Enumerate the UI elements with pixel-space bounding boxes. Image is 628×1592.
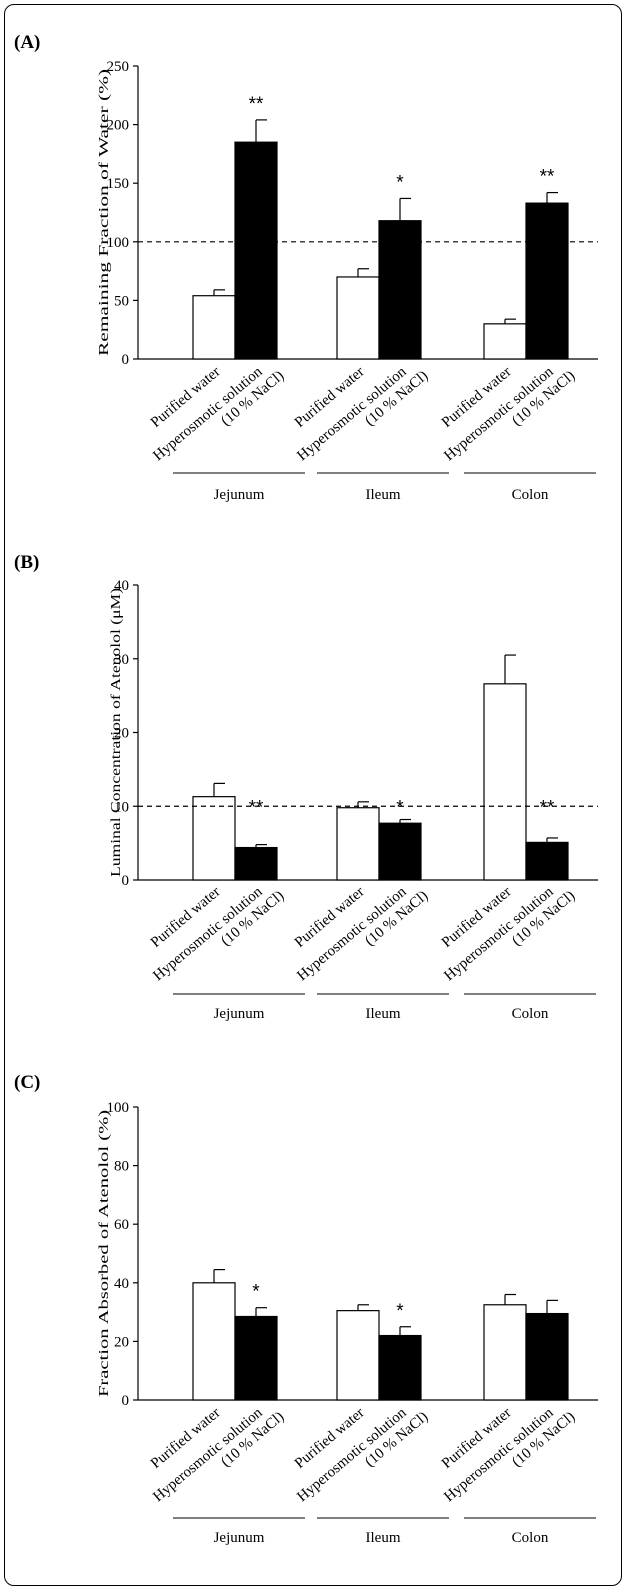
significance-marker: * xyxy=(396,1301,404,1322)
y-tick-label: 20 xyxy=(114,726,129,742)
x-tick-label: Purified water xyxy=(292,364,368,431)
bar xyxy=(234,846,278,881)
y-axis-title: Fraction Absorbed of Atenolol (%) xyxy=(97,1109,112,1397)
bar xyxy=(378,220,422,360)
panel-label: (C) xyxy=(14,1072,40,1093)
group-label: Jejunum xyxy=(214,1006,265,1022)
group-label: Jejunum xyxy=(214,487,265,503)
x-tick-label: Purified water xyxy=(439,364,515,431)
x-tick-label: Purified water xyxy=(148,884,224,951)
x-tick-label: Purified water xyxy=(439,1405,515,1472)
x-tick-label: Purified water xyxy=(292,884,368,951)
x-tick-label: Purified water xyxy=(148,1405,224,1472)
y-tick-label: 50 xyxy=(114,293,129,309)
y-tick-label: 250 xyxy=(107,59,130,75)
y-tick-label: 40 xyxy=(114,578,129,594)
y-axis-title: Luminal Concentration of Atenolol (μM) xyxy=(109,588,124,878)
panel-label: (A) xyxy=(14,32,40,53)
significance-marker: ** xyxy=(249,94,264,115)
bar xyxy=(525,841,569,881)
y-tick-label: 80 xyxy=(114,1159,129,1175)
bar xyxy=(336,807,380,881)
y-tick-label: 0 xyxy=(122,352,130,368)
y-tick-label: 0 xyxy=(122,873,130,889)
y-tick-label: 0 xyxy=(122,1393,130,1409)
y-tick-label: 10 xyxy=(114,799,129,815)
x-tick-label: Purified water xyxy=(439,884,515,951)
x-tick-label: Purified water xyxy=(292,1405,368,1472)
bar xyxy=(378,822,422,881)
significance-marker: * xyxy=(396,172,404,193)
bar xyxy=(192,1282,236,1401)
bar xyxy=(378,1334,422,1401)
group-label: Colon xyxy=(512,1530,549,1546)
y-tick-label: 100 xyxy=(107,1100,130,1116)
bar xyxy=(234,1315,278,1401)
bar xyxy=(336,1310,380,1401)
y-tick-label: 200 xyxy=(107,118,130,134)
group-label: Ileum xyxy=(366,1006,401,1022)
bar xyxy=(483,1304,527,1401)
x-tick-label: Purified water xyxy=(148,364,224,431)
bar xyxy=(192,796,236,881)
y-tick-label: 20 xyxy=(114,1334,129,1350)
y-tick-label: 30 xyxy=(114,652,129,668)
group-label: Colon xyxy=(512,1006,549,1022)
panel-label: (B) xyxy=(14,552,39,573)
bar xyxy=(336,276,380,360)
bar xyxy=(192,295,236,360)
bar xyxy=(525,202,569,360)
group-label: Ileum xyxy=(366,1530,401,1546)
y-tick-label: 40 xyxy=(114,1276,129,1292)
significance-marker: ** xyxy=(540,167,555,188)
y-axis-title: Remaining Fraction of Water (%) xyxy=(97,68,112,356)
y-tick-label: 150 xyxy=(107,176,130,192)
y-tick-label: 60 xyxy=(114,1217,129,1233)
bar xyxy=(525,1312,569,1401)
group-label: Ileum xyxy=(366,487,401,503)
significance-marker: * xyxy=(252,1282,260,1303)
y-tick-label: 100 xyxy=(107,235,130,251)
bar xyxy=(234,141,278,360)
significance-marker: ** xyxy=(540,797,555,818)
bar xyxy=(483,323,527,360)
significance-marker: ** xyxy=(249,797,264,818)
group-label: Colon xyxy=(512,487,549,503)
significance-marker: * xyxy=(396,797,404,818)
bar xyxy=(483,683,527,881)
group-label: Jejunum xyxy=(214,1530,265,1546)
